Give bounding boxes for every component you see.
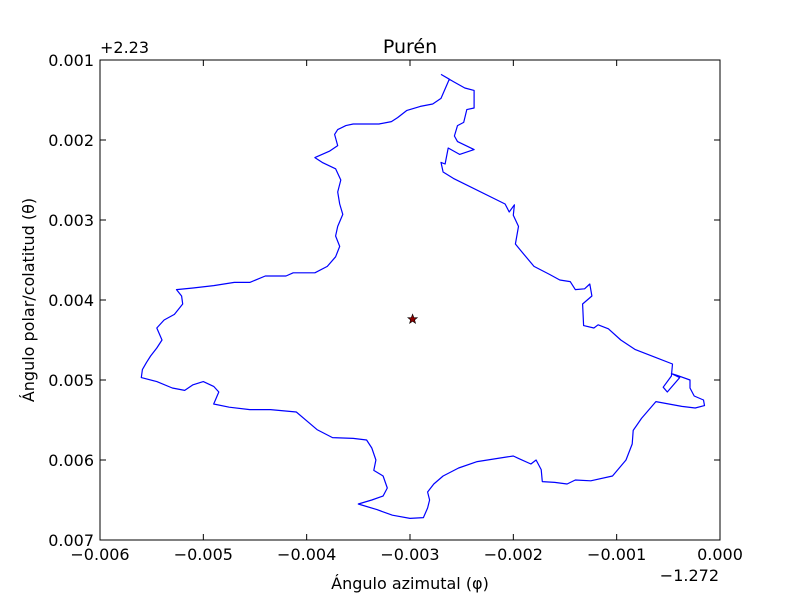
plot-area bbox=[140, 73, 706, 520]
y-tick-label: 0.003 bbox=[48, 211, 94, 230]
y-tick-label: 0.001 bbox=[48, 51, 94, 70]
x-tick-label: −0.003 bbox=[380, 545, 439, 564]
x-tick-label: −0.005 bbox=[174, 545, 233, 564]
y-tick-label: 0.005 bbox=[48, 371, 94, 390]
x-tick-label: −0.001 bbox=[587, 545, 646, 564]
centroid-star-marker bbox=[407, 313, 419, 324]
x-axis-label: Ángulo azimutal (φ) bbox=[331, 574, 489, 593]
plot-frame bbox=[99, 59, 721, 541]
x-offset-label: −1.272 bbox=[660, 566, 719, 585]
boundary-line bbox=[140, 73, 706, 520]
x-tick-label: −0.004 bbox=[277, 545, 336, 564]
y-axis-label: Ángulo polar/colatitud (θ) bbox=[19, 198, 38, 402]
y-tick-label: 0.006 bbox=[48, 451, 94, 470]
y-offset-label: +2.23 bbox=[100, 38, 149, 57]
chart-title: Purén bbox=[383, 36, 437, 58]
x-tick-label: −0.006 bbox=[70, 545, 129, 564]
y-tick-label: 0.004 bbox=[48, 291, 94, 310]
x-tick-label: −0.002 bbox=[484, 545, 543, 564]
axis-ticks: −0.006 −0.005 −0.004 −0.003 −0.002 −0.001 0.00… bbox=[48, 51, 743, 564]
y-tick-label: 0.002 bbox=[48, 131, 94, 150]
y-tick-label: 0.007 bbox=[48, 531, 94, 550]
x-tick-label: 0.000 bbox=[697, 545, 743, 564]
